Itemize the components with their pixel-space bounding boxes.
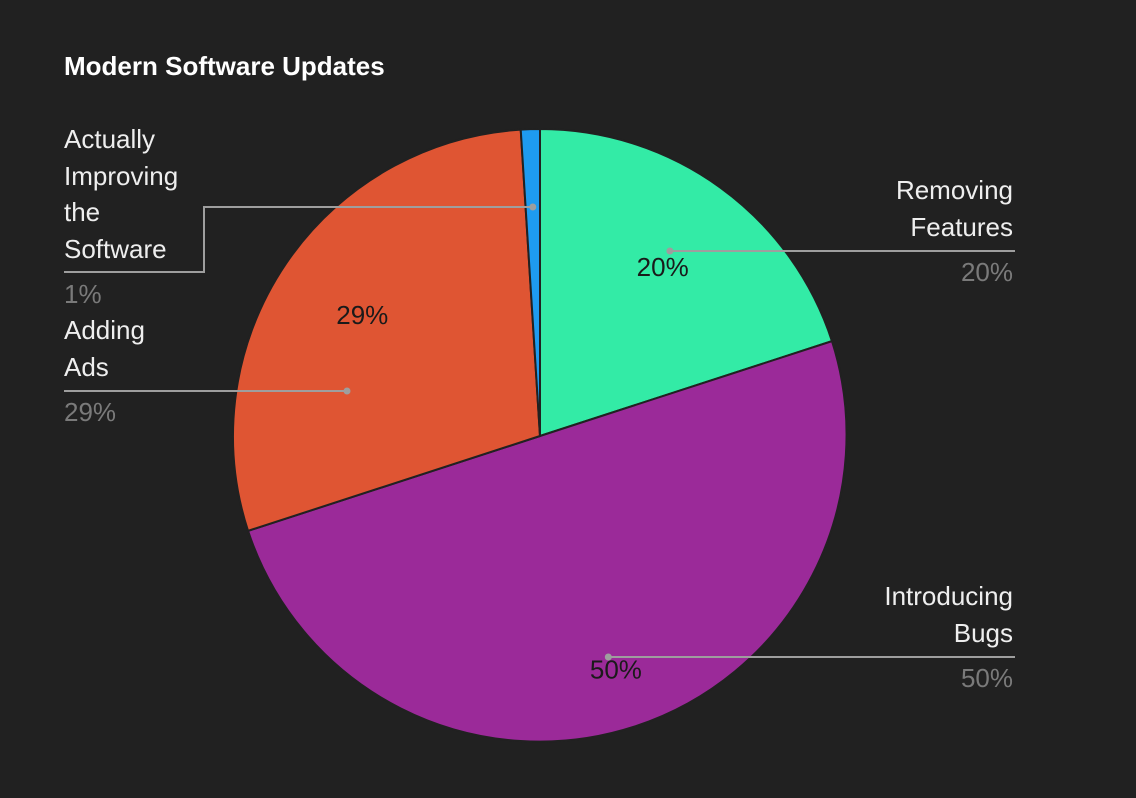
leader-line-actually-improving-the-software (64, 206, 533, 273)
leader-dot-removing-features (666, 247, 674, 255)
leader-dot-adding-ads (343, 387, 351, 395)
callout-label-adding-ads: Adding Ads (64, 315, 145, 382)
slice-value-label-introducing-bugs: 50% (590, 655, 642, 685)
callout-percent-introducing-bugs: 50% (961, 663, 1013, 693)
slice-introducing-bugs[interactable] (246, 339, 848, 743)
slice-adding-ads[interactable] (232, 128, 542, 533)
leader-dot-introducing-bugs (604, 653, 612, 661)
callout-label-actually-improving-the-software: Actually Improving the Software (64, 124, 178, 264)
slice-value-label-adding-ads: 29% (336, 300, 388, 330)
leader-dot-actually-improving-the-software (529, 203, 537, 211)
callout-label-removing-features: Removing Features (896, 175, 1013, 242)
callout-percent-actually-improving-the-software: 1% (64, 279, 102, 309)
callout-label-introducing-bugs: Introducing Bugs (884, 581, 1013, 648)
callout-percent-adding-ads: 29% (64, 397, 116, 427)
callout-percent-removing-features: 20% (961, 257, 1013, 287)
slice-value-label-removing-features: 20% (637, 252, 689, 282)
slice-removing-features[interactable] (539, 127, 834, 438)
chart-title: Modern Software Updates (64, 51, 385, 81)
